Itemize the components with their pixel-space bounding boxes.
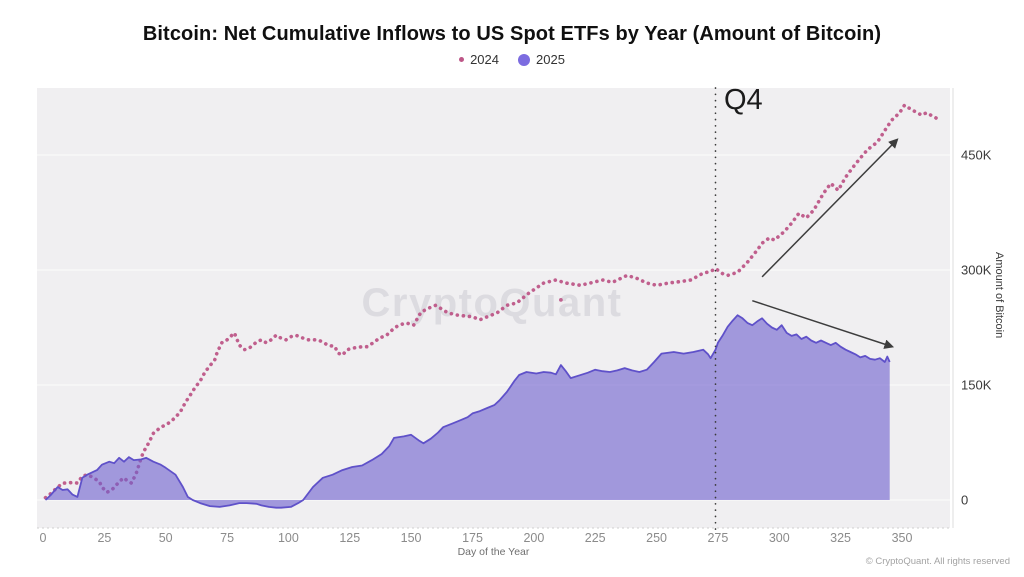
x-tick-label: 125	[339, 531, 360, 545]
x-tick-label: 325	[830, 531, 851, 545]
x-tick-label: 250	[646, 531, 667, 545]
y-tick-label: 300K	[961, 263, 992, 278]
series-2025-area	[44, 314, 891, 509]
x-tick-label: 100	[278, 531, 299, 545]
y-tick-label: 0	[961, 493, 968, 508]
legend-2024-label: 2024	[470, 52, 499, 67]
x-tick-label: 175	[462, 531, 483, 545]
x-tick-label: 0	[40, 531, 47, 545]
y-tick-label: 150K	[961, 378, 992, 393]
x-tick-label: 50	[159, 531, 173, 545]
watermark: CryptoQuant	[362, 281, 623, 325]
legend-2024-dot-icon	[459, 57, 465, 62]
legend-item-2025[interactable]: 2025	[518, 52, 565, 67]
x-tick-label: 150	[401, 531, 422, 545]
legend-2025-dot-icon	[518, 53, 530, 66]
trend-arrows	[752, 138, 899, 349]
chart-legend: 2024 2025	[0, 52, 1024, 67]
x-tick-label: 200	[523, 531, 544, 545]
legend-item-2024[interactable]: 2024	[459, 52, 499, 67]
series-2024-dotted-line	[43, 102, 939, 500]
q4-annotation: Q4	[724, 84, 763, 116]
y-axis-title: Amount of Bitcoin	[993, 252, 1005, 339]
y-tick-label: 450K	[961, 148, 992, 163]
downtrend-2025-arrow	[752, 299, 895, 349]
legend-2025-label: 2025	[536, 52, 565, 67]
uptrend-2024-arrow	[761, 138, 899, 278]
x-tick-label: 350	[892, 531, 913, 545]
axis-tick-labels: 0 25 50 75 100 125 150 175 200 225 250 275 300 325 350…	[40, 148, 992, 546]
x-tick-label: 300	[769, 531, 790, 545]
chart-title: Bitcoin: Net Cumulative Inflows to US Sp…	[142, 23, 882, 45]
line-2025	[44, 314, 891, 509]
x-tick-label: 25	[97, 531, 111, 545]
copyright-note: © CryptoQuant. All rights reserved	[865, 556, 1010, 567]
outlier-dot-2024	[559, 298, 563, 302]
x-tick-label: 75	[220, 531, 234, 545]
x-axis-title: Day of the Year	[457, 546, 530, 558]
x-tick-label: 275	[707, 531, 728, 545]
x-tick-label: 225	[585, 531, 606, 545]
area-fill-2025	[45, 315, 890, 508]
